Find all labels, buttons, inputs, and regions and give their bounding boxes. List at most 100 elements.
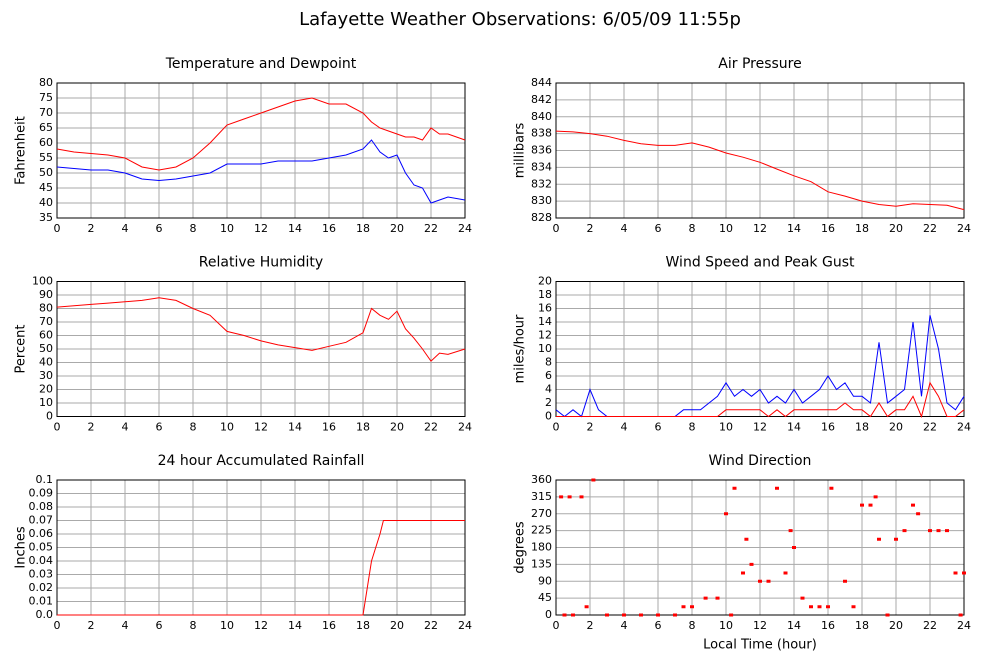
y-tick-label: 0.06 [29,527,54,540]
y-axis-label: degrees [513,521,528,574]
y-tick-label: 842 [531,93,552,106]
x-tick-label: 0 [54,421,61,434]
x-tick-label: 4 [122,222,129,235]
x-tick-label: 16 [821,421,835,434]
plot-frame [56,82,466,219]
y-tick-label: 20 [538,275,552,288]
data-point [690,605,694,609]
x-tick-label: 2 [587,222,594,235]
x-tick-label: 12 [753,619,767,632]
x-tick-label: 14 [787,619,801,632]
x-tick-label: 4 [621,222,628,235]
y-tick-label: 0 [545,410,552,423]
y-tick-label: 838 [531,127,552,140]
data-point [868,503,873,507]
data-point [591,478,596,482]
x-tick-label: 6 [655,222,662,235]
page-title: Lafayette Weather Observations: 6/05/09 … [299,9,741,30]
y-tick-label: 50 [39,342,53,355]
data-point [571,613,575,617]
x-tick-label: 24 [458,421,472,434]
y-tick-label: 80 [39,76,53,89]
y-tick-label: 12 [538,329,552,342]
x-tick-label: 18 [356,421,370,434]
x-tick-label: 0 [553,421,560,434]
y-tick-label: 840 [531,110,552,123]
y-tick-label: 8 [545,356,552,369]
x-tick-label: 12 [254,619,268,632]
x-tick-label: 6 [655,619,662,632]
data-point [579,495,584,499]
y-tick-label: 90 [39,288,53,301]
y-tick-label: 10 [538,342,552,355]
y-tick-label: 0.05 [29,541,54,554]
y-tick-label: 100 [32,275,53,288]
data-point [873,495,878,499]
x-tick-label: 18 [855,619,869,632]
data-point [715,596,720,600]
x-tick-label: 8 [689,222,696,235]
data-line [555,130,965,211]
x-tick-label: 22 [424,222,438,235]
x-tick-label: 0 [553,222,560,235]
data-point [744,537,749,541]
y-tick-label: 830 [531,194,552,207]
y-tick-label: 55 [39,151,53,164]
x-tick-label: 10 [719,222,733,235]
y-tick-label: 4 [545,383,552,396]
y-tick-label: 180 [531,541,552,554]
y-axis-label: Percent [14,325,29,374]
data-point [703,596,708,600]
x-tick-label: 18 [855,421,869,434]
y-tick-label: 828 [531,211,552,224]
y-tick-label: 0.08 [29,500,54,513]
x-tick-label: 24 [957,421,971,434]
x-tick-label: 20 [889,222,903,235]
data-point [749,562,754,566]
chart-title: 24 hour Accumulated Rainfall [158,453,365,469]
y-tick-label: 60 [39,136,53,149]
data-line [57,520,465,616]
y-tick-label: 45 [538,591,552,604]
y-tick-label: 832 [531,177,552,190]
x-tick-label: 20 [390,421,404,434]
x-tick-label: 18 [855,222,869,235]
x-tick-label: 14 [288,222,302,235]
y-tick-label: 0.03 [29,568,54,581]
y-tick-label: 70 [39,106,53,119]
data-point [792,546,796,549]
y-tick-label: 0.1 [36,473,54,486]
y-tick-label: 6 [545,369,552,382]
x-tick-label: 6 [156,222,163,235]
x-tick-label: 12 [753,222,767,235]
x-tick-label: 24 [458,619,472,632]
x-tick-label: 10 [220,421,234,434]
data-point [559,495,564,499]
y-tick-label: 40 [39,196,53,209]
x-tick-label: 16 [821,222,835,235]
data-point [936,529,941,533]
data-point [639,613,643,617]
y-tick-label: 10 [39,396,53,409]
y-tick-label: 836 [531,144,552,157]
x-tick-label: 18 [356,619,370,632]
chart-title: Air Pressure [718,56,801,72]
plot-frame [555,281,965,417]
y-tick-label: 75 [39,91,53,104]
y-tick-label: 70 [39,315,53,328]
y-tick-label: 844 [531,76,552,89]
x-tick-label: 24 [458,222,472,235]
chart-title: Wind Speed and Peak Gust [666,255,855,271]
y-tick-label: 18 [538,288,552,301]
x-tick-label: 24 [957,619,971,632]
data-point [894,537,898,541]
y-tick-label: 360 [531,473,552,486]
data-point [885,613,890,617]
y-axis-label: Fahrenheit [14,116,29,185]
y-tick-label: 0.07 [29,514,54,527]
x-tick-label: 10 [719,421,733,434]
x-tick-label: 8 [689,421,696,434]
data-point [826,605,830,609]
data-point [800,596,805,600]
data-point [809,605,813,609]
